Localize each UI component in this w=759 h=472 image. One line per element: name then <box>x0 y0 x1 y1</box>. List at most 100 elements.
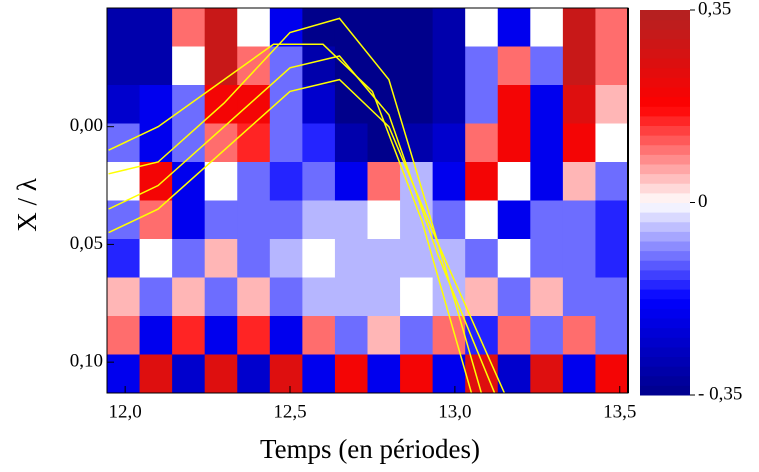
heat-cell <box>432 46 466 86</box>
heat-cell <box>172 354 206 394</box>
heat-cell <box>334 354 368 394</box>
colorbar-step <box>640 366 690 377</box>
heat-cell <box>107 85 141 124</box>
heat-cell <box>172 239 206 278</box>
colorbar-step <box>640 385 690 396</box>
heat-cell <box>269 162 303 201</box>
heat-cell <box>269 354 303 394</box>
heat-cell <box>595 354 629 394</box>
colorbar-step <box>640 10 690 21</box>
heat-cell <box>334 200 368 240</box>
heat-cell <box>465 162 499 201</box>
heat-cell <box>367 200 401 240</box>
heat-cell <box>302 123 336 163</box>
heat-cell <box>530 162 564 201</box>
heat-cell <box>530 354 564 394</box>
heat-cell <box>497 277 531 317</box>
colorbar-step <box>640 135 690 146</box>
colorbar-step <box>640 212 690 223</box>
heat-cell <box>432 200 466 240</box>
heat-cell <box>400 239 434 278</box>
heat-cell <box>530 277 564 317</box>
heat-cell <box>302 277 336 317</box>
heat-cell <box>465 277 499 317</box>
heat-cell <box>107 8 141 47</box>
heat-cell <box>595 46 629 86</box>
heat-cell <box>562 316 596 355</box>
heat-cell <box>562 277 596 317</box>
heat-cell <box>530 8 564 47</box>
colorbar-step <box>640 183 690 194</box>
y-tick-label: 0,00 <box>70 115 103 136</box>
heat-cell <box>367 277 401 317</box>
heat-cell <box>107 277 141 317</box>
heat-cell <box>562 8 596 47</box>
heat-cell <box>465 316 499 355</box>
heat-cell <box>269 123 303 163</box>
heat-cell <box>237 277 271 317</box>
heat-cell <box>530 239 564 278</box>
heat-cell <box>204 354 238 394</box>
heat-cell <box>432 316 466 355</box>
colorbar-step <box>640 298 690 309</box>
heat-cell <box>432 123 466 163</box>
heat-cell <box>497 8 531 47</box>
y-tick-label: 0,05 <box>70 233 103 254</box>
heat-cell <box>302 46 336 86</box>
heat-cell <box>497 162 531 201</box>
colorbar-step <box>640 58 690 69</box>
colorbar-step <box>640 48 690 59</box>
x-tick-label: 12,0 <box>109 401 142 422</box>
heat-cell <box>139 277 173 317</box>
colorbar-step <box>640 29 690 40</box>
heat-cell <box>367 354 401 394</box>
heat-cell <box>400 316 434 355</box>
colorbar-step <box>640 308 690 319</box>
heat-cell <box>139 46 173 86</box>
heat-cell <box>595 85 629 124</box>
heat-cell <box>139 123 173 163</box>
heat-cell <box>334 277 368 317</box>
heat-cell <box>204 85 238 124</box>
colorbar: 0,35 0 - 0,35 <box>627 0 742 404</box>
heat-cell <box>367 316 401 355</box>
heat-cell <box>367 46 401 86</box>
heat-cell <box>204 239 238 278</box>
heat-cell <box>237 200 271 240</box>
heat-cell <box>139 200 173 240</box>
heat-cell <box>562 85 596 124</box>
heat-cell <box>432 239 466 278</box>
heat-cell <box>530 200 564 240</box>
x-tick-label: 12,5 <box>273 401 306 422</box>
colorbar-tick-label: - 0,35 <box>698 383 742 404</box>
heat-cell <box>400 46 434 86</box>
heat-cell <box>172 123 206 163</box>
heat-cell <box>204 46 238 86</box>
colorbar-step <box>640 87 690 98</box>
heat-cell <box>237 123 271 163</box>
heat-cell <box>400 123 434 163</box>
heat-cell <box>400 8 434 47</box>
colorbar-step <box>640 289 690 300</box>
trajectory <box>108 55 496 394</box>
colorbar-step <box>640 125 690 136</box>
heat-cell <box>432 162 466 201</box>
heat-cell <box>302 354 336 394</box>
colorbar-step <box>640 67 690 78</box>
heat-cell <box>334 8 368 47</box>
heat-cell <box>595 200 629 240</box>
colorbar-step <box>640 260 690 271</box>
heat-cell <box>269 316 303 355</box>
colorbar-step <box>640 106 690 117</box>
colorbar-step <box>640 375 690 386</box>
heat-cell <box>595 8 629 47</box>
heatmap <box>107 8 629 394</box>
heat-cell <box>465 8 499 47</box>
heat-cell <box>595 239 629 278</box>
heat-cell <box>530 85 564 124</box>
heat-cell <box>237 239 271 278</box>
heat-cell <box>269 8 303 47</box>
heat-cell <box>497 46 531 86</box>
heat-cell <box>139 354 173 394</box>
heat-cell <box>497 85 531 124</box>
